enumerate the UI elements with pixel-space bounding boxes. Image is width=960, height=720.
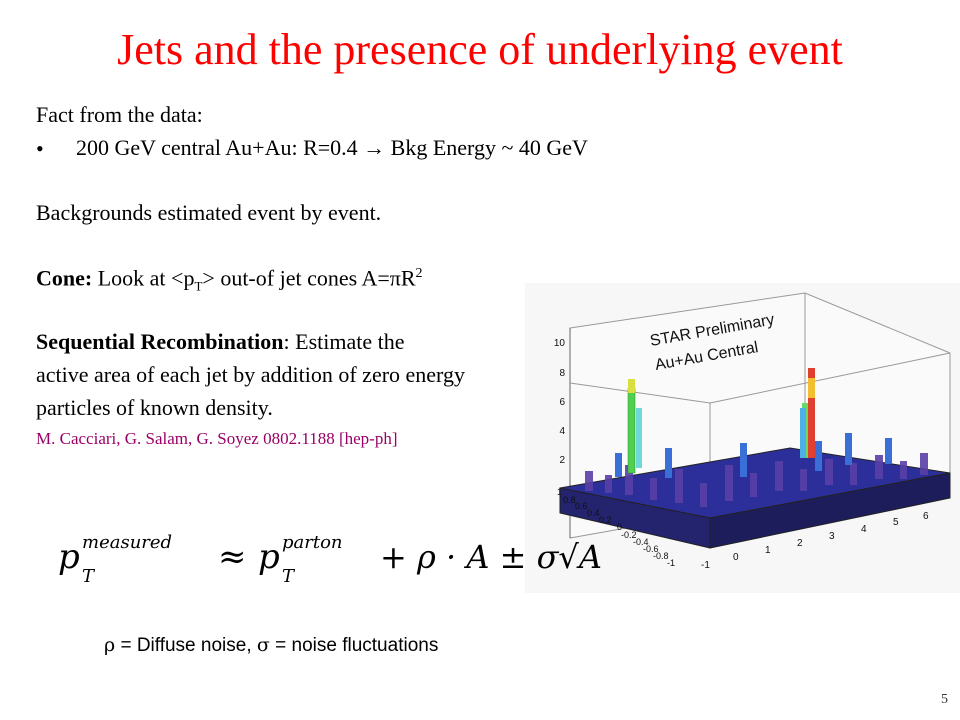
cone-superscript: 2 bbox=[415, 266, 423, 281]
formula-sup-parton: parton bbox=[282, 532, 343, 553]
caption-rho: ρ bbox=[104, 634, 116, 656]
page-number: 5 bbox=[941, 692, 948, 707]
x-tick: 2 bbox=[797, 538, 803, 549]
x-tick: 6 bbox=[923, 511, 929, 522]
slide-title: Jets and the presence of underlying even… bbox=[117, 25, 843, 74]
formula-p2: p bbox=[258, 537, 280, 577]
x-tick: 3 bbox=[829, 531, 835, 542]
seq-rest: : Estimate the bbox=[283, 329, 405, 354]
formula-rest: + ρ · A ± σ√A bbox=[380, 538, 602, 576]
z-tick: 6 bbox=[559, 397, 565, 408]
lego-plot: STAR Preliminary Au+Au Central 2 4 6 8 1… bbox=[525, 283, 960, 593]
bullet-text: 200 GeV central Au+Au: R=0.4 → Bkg Energ… bbox=[76, 135, 588, 160]
cone-line: Cone: Look at <pT> out-of jet cones A=πR… bbox=[36, 267, 423, 293]
caption-end: = noise fluctuations bbox=[269, 635, 439, 656]
cone-label: Cone: bbox=[36, 265, 93, 291]
caption-line: ρ = Diffuse noise, σ = noise fluctuation… bbox=[104, 634, 439, 656]
seq-line-1: Sequential Recombination: Estimate the bbox=[36, 331, 405, 353]
seq-line-2: active area of each jet by addition of z… bbox=[36, 362, 465, 387]
y-tick: 0 bbox=[617, 522, 622, 532]
formula-sup-measured: measured bbox=[82, 532, 172, 553]
lego-plot-svg: STAR Preliminary Au+Au Central 2 4 6 8 1… bbox=[554, 292, 951, 571]
y-tick: -0.4 bbox=[633, 537, 649, 547]
caption-sigma: σ bbox=[256, 634, 270, 656]
y-tick: 0.2 bbox=[599, 515, 612, 525]
y-tick: -0.6 bbox=[643, 544, 659, 554]
fact-heading: Fact from the data: bbox=[36, 102, 203, 127]
caption-mid: = Diffuse noise, bbox=[115, 635, 257, 656]
x-tick: 0 bbox=[733, 552, 739, 563]
seq-line-3: particles of known density. bbox=[36, 395, 273, 420]
y-tick: -0.8 bbox=[653, 551, 669, 561]
cone-text-a: Look at <p bbox=[92, 265, 195, 291]
y-tick: 0.6 bbox=[575, 501, 588, 511]
bullet-dot: • bbox=[36, 136, 44, 161]
cone-text-b: > out-of jet cones A=πR bbox=[202, 265, 416, 291]
y-tick: -1 bbox=[667, 558, 675, 568]
reference-citation: M. Cacciari, G. Salam, G. Soyez 0802.118… bbox=[36, 429, 398, 448]
formula: p measured T ≈ p parton T + ρ · A ± σ√A bbox=[58, 528, 618, 588]
formula-approx: ≈ bbox=[218, 537, 247, 577]
x-tick: 5 bbox=[893, 517, 899, 528]
y-tick: 0.8 bbox=[563, 495, 576, 505]
formula-p1: p bbox=[58, 537, 80, 577]
z-tick: 2 bbox=[559, 455, 565, 466]
backgrounds-line: Backgrounds estimated event by event. bbox=[36, 200, 382, 225]
seq-label: Sequential Recombination bbox=[36, 329, 284, 354]
formula-svg: p measured T ≈ p parton T + ρ · A ± σ√A bbox=[58, 532, 602, 587]
cone-subscript: T bbox=[194, 278, 203, 294]
x-tick: 1 bbox=[765, 545, 771, 556]
formula-sub-T-1: T bbox=[82, 566, 96, 587]
formula-sub-T-2: T bbox=[282, 566, 296, 587]
y-tick: 0.4 bbox=[587, 508, 600, 518]
y-tick: 1 bbox=[557, 487, 562, 497]
x-tick: -1 bbox=[701, 560, 710, 571]
z-tick: 8 bbox=[559, 368, 565, 379]
y-tick: -0.2 bbox=[621, 530, 637, 540]
z-tick: 10 bbox=[554, 338, 566, 349]
x-tick: 4 bbox=[861, 524, 867, 535]
z-tick: 4 bbox=[559, 426, 565, 437]
